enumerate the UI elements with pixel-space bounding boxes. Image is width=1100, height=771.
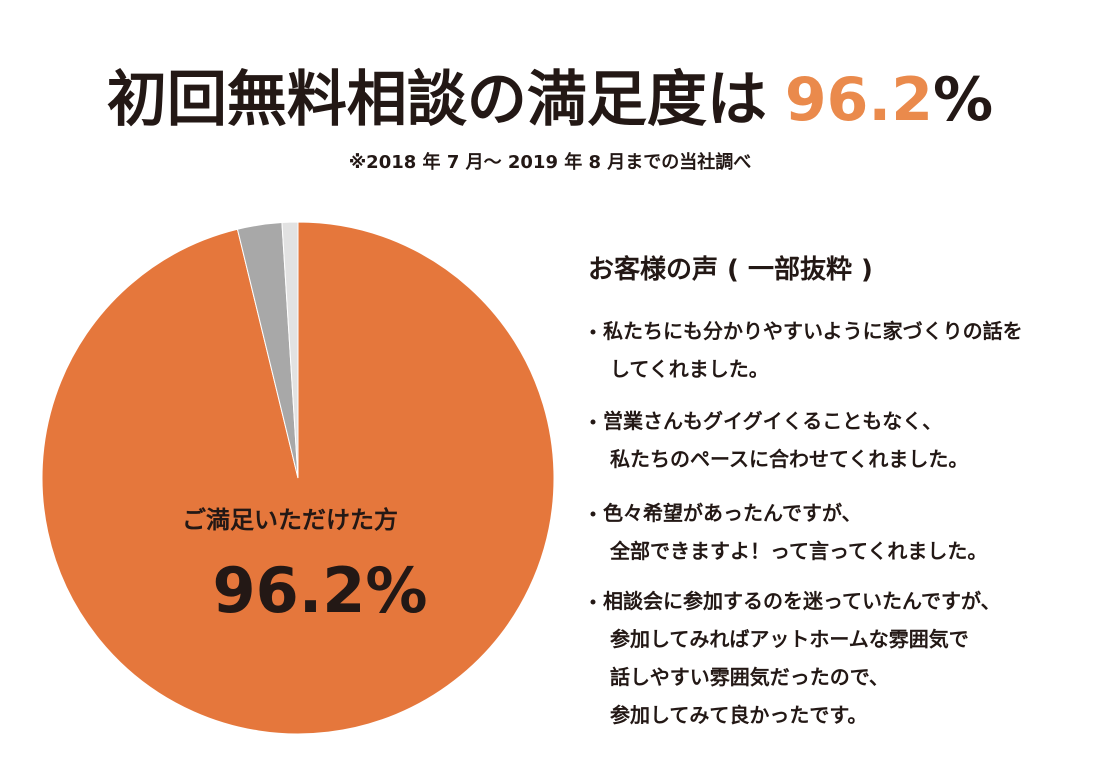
comment-line: 営業さんもグイグイくることもなく、: [603, 409, 942, 433]
comment-line: 全部できますよ！って言ってくれました。: [609, 539, 987, 563]
comment-line: 参加してみて良かったです。: [610, 703, 867, 727]
bullet: [590, 419, 596, 425]
slice-category: ご満足いただけた方: [182, 506, 398, 534]
voices-heading: お客様の声 ( 一部抜粋 ): [588, 254, 873, 285]
pie: [41, 221, 555, 735]
title-text: 初回無料相談の満足度は: [107, 65, 767, 135]
comment-line: 参加してみればアットホームな雰囲気で: [610, 627, 969, 651]
title-highlight: 96.2: [785, 65, 933, 135]
comment-line: 色々希望があったんですが、: [603, 501, 862, 525]
pie-labels: ご満足いただけた方 96.2%: [182, 506, 428, 627]
subtitle: ※2018 年 7 月～ 2019 年 8 月までの当社調べ: [349, 151, 752, 173]
comment-line: してくれました。: [610, 357, 769, 381]
comment-line: 私たちにも分かりやすいように家づくりの話を: [603, 319, 1023, 343]
comment-line: 話しやすい雰囲気だったので、: [610, 665, 889, 689]
title-unit: %: [933, 65, 993, 135]
bullet: [590, 329, 596, 335]
bullet: [590, 599, 596, 605]
comment-line: 私たちのペースに合わせてくれました。: [610, 447, 968, 471]
pie-slice: [281, 221, 299, 479]
voices-list: 私たちにも分かりやすいように家づくりの話をしてくれました。営業さんもグイグイくる…: [590, 319, 1023, 727]
bullet: [590, 511, 596, 517]
title: 初回無料相談の満足度は 96.2%: [107, 65, 993, 135]
comment-line: 相談会に参加するのを迷っていたんですが、: [603, 589, 1001, 613]
slice-value-label: 96.2%: [212, 554, 427, 627]
